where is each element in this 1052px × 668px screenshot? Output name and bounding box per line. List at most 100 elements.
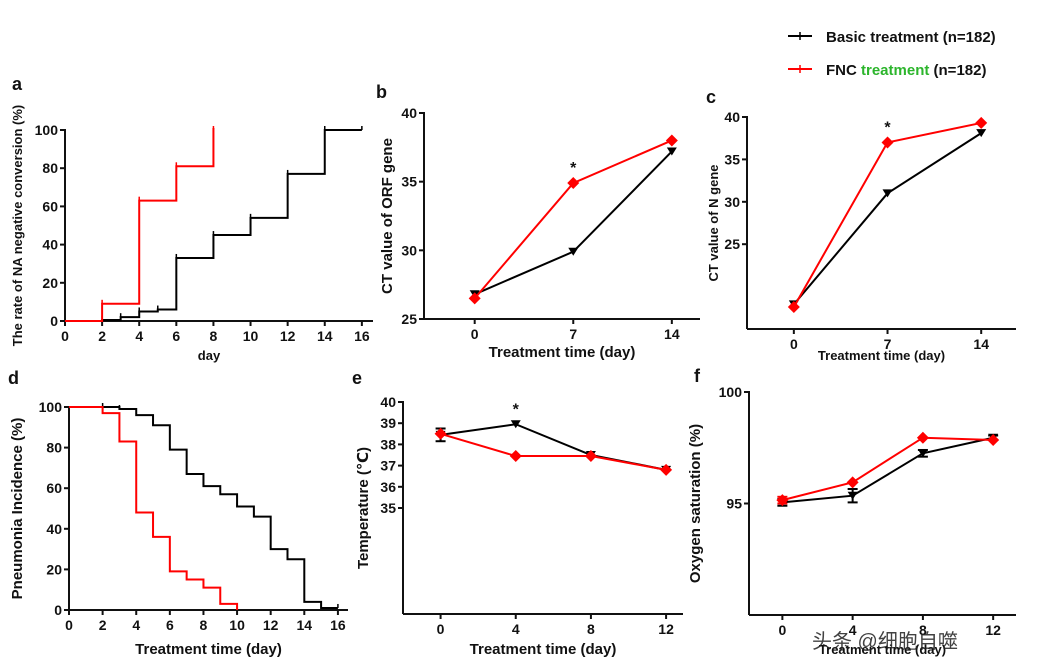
data-point [567,177,580,190]
data-point [917,449,928,458]
x-tick-label: 6 [166,617,174,633]
y-axis-label: The rate of NA negative conversion (%) [10,105,25,347]
y-tick-label: 100 [719,384,743,400]
x-axis-label: Treatment time (day) [470,641,617,658]
y-tick-label: 0 [54,602,62,618]
y-axis-label: Oxygen saturation (%) [687,424,704,583]
y-tick-label: 30 [724,194,740,210]
x-axis-label: day [198,348,221,363]
y-tick-label: 25 [401,311,417,327]
data-point [787,300,800,313]
x-tick-label: 4 [849,622,857,638]
x-tick-label: 2 [99,617,107,633]
legend-item-basic: Basic treatment (n=182) [788,29,996,46]
panel-letter: b [376,82,387,102]
x-tick-label: 12 [985,622,1001,638]
significance-marker: * [513,401,520,418]
x-tick-label: 6 [172,328,180,344]
data-point [882,189,893,198]
legend: Basic treatment (n=182) FNC treatment (n… [788,29,996,79]
series-fnc [776,431,1000,507]
panel-letter: f [694,366,701,386]
x-tick-label: 12 [280,328,296,344]
x-tick-label: 0 [61,328,69,344]
panel-e: e 35 36 37 38 39 40 0 4 8 12 Treatment time (day) Te… [352,368,683,658]
x-tick-label: 10 [243,328,259,344]
panel-b: b 25 30 35 40 0 7 14 Treatment time (day) CT valu… [376,82,700,361]
y-tick-label: 39 [380,415,396,431]
x-tick-label: 16 [330,617,346,633]
panel-d: d 0 20 40 60 80 100 0 2 4 6 8 10 12 14 16 Treatment time… [8,368,348,658]
y-tick-label: 60 [42,198,58,214]
data-point [847,491,858,500]
x-tick-label: 8 [210,328,218,344]
y-tick-label: 95 [726,496,742,512]
x-tick-label: 0 [790,336,798,352]
x-tick-label: 12 [263,617,279,633]
series-fnc [65,126,215,322]
data-point [666,147,677,156]
x-tick-label: 7 [569,326,577,342]
y-tick-label: 100 [39,399,63,415]
y-axis-label: CT value of N gene [706,164,721,281]
y-tick-label: 60 [46,480,62,496]
y-tick-label: 35 [401,174,417,190]
panel-letter: e [352,368,362,388]
x-tick-label: 14 [973,336,989,352]
series-basic [435,420,672,474]
y-tick-label: 0 [50,313,58,329]
y-tick-label: 80 [42,160,58,176]
y-tick-label: 35 [380,500,396,516]
x-tick-label: 14 [297,617,313,633]
data-point [916,431,929,444]
y-tick-label: 40 [46,521,62,537]
series-line [440,432,667,471]
y-tick-label: 36 [380,479,396,495]
y-axis-label: Temperature (℃) [355,447,372,569]
series-line [793,132,982,306]
y-tick-label: 40 [42,237,58,253]
data-point [584,450,597,463]
data-point [434,427,447,440]
x-axis-label: Treatment time (day) [819,642,946,657]
series-fnc [69,406,239,610]
y-axis-label: CT value of ORF gene [379,138,396,294]
panel-letter: a [12,74,23,94]
x-tick-label: 4 [512,621,520,637]
x-tick-label: 7 [884,336,892,352]
y-axis-label: Pneumonia Incidence (%) [9,418,26,600]
y-tick-label: 40 [724,109,740,125]
data-point [568,247,579,256]
data-point [509,450,522,463]
y-tick-label: 40 [380,394,396,410]
series-basic [777,433,999,507]
x-tick-label: 2 [98,328,106,344]
series-fnc [468,134,678,305]
x-axis-label: Treatment time (day) [818,348,945,363]
x-tick-label: 14 [317,328,333,344]
x-tick-label: 0 [778,622,786,638]
y-tick-label: 80 [46,440,62,456]
data-point [975,116,988,129]
y-tick-label: 20 [42,275,58,291]
series-line [65,129,362,322]
x-axis-label: Treatment time (day) [489,344,636,361]
x-tick-label: 10 [229,617,245,633]
x-tick-label: 14 [664,326,680,342]
series-fnc [434,427,673,476]
data-point [776,494,789,507]
x-tick-label: 0 [437,621,445,637]
data-point [510,420,521,429]
data-point [987,433,1000,446]
data-point [976,129,987,138]
series-fnc [787,116,988,313]
y-tick-label: 40 [401,105,417,121]
series-basic [788,129,987,309]
x-tick-label: 8 [919,622,927,638]
y-tick-label: 37 [380,458,396,474]
legend-label-basic: Basic treatment (n=182) [826,29,996,46]
legend-label-fnc: FNC treatment (n=182) [826,62,986,79]
series-line [782,436,994,502]
y-tick-label: 30 [401,242,417,258]
